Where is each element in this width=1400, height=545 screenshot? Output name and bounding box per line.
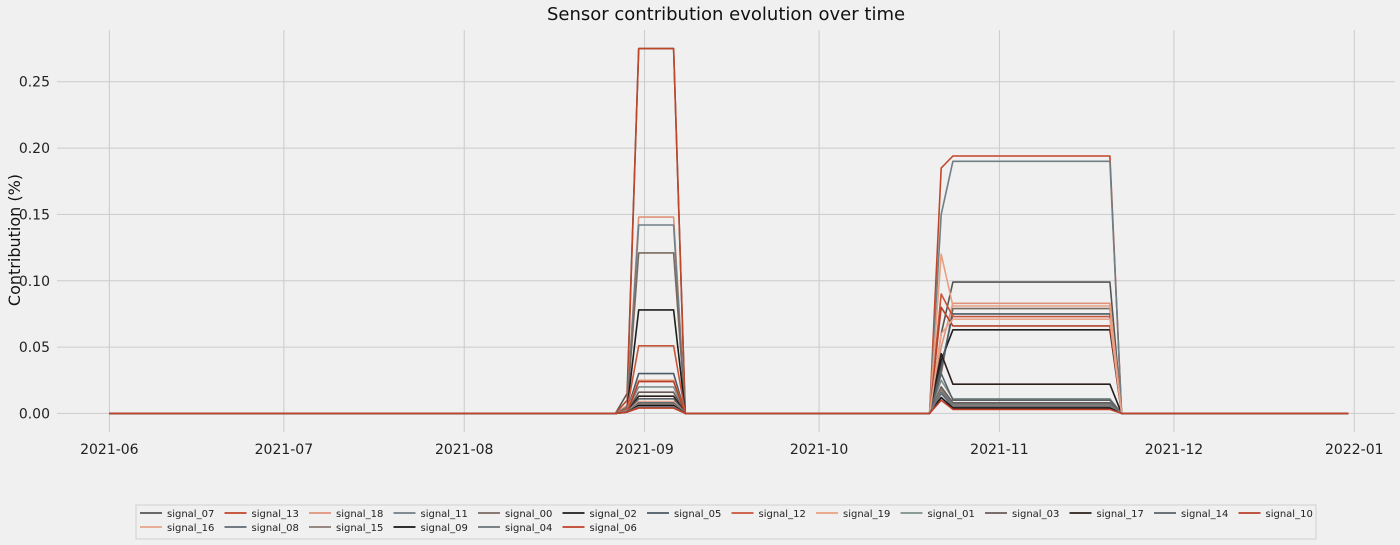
legend-entry: signal_12 [759,509,806,520]
x-tick-label: 2021-07 [255,442,314,458]
x-tick-label: 2022-01 [1325,442,1384,458]
legend-entry: signal_08 [252,523,299,534]
chart-title: Sensor contribution evolution over time [547,4,905,25]
legend-box [135,504,1317,540]
series-line-signal_13 [109,47,1349,415]
legend-entry: signal_09 [421,523,468,534]
legend-entry: signal_14 [1181,509,1228,520]
series-line-signal_18 [109,216,1349,415]
legend-entry: signal_13 [252,509,299,520]
series-line-signal_09 [109,396,1349,415]
legend-entry: signal_19 [843,509,890,520]
legend-entry: signal_10 [1266,509,1313,520]
y-tick-label: 0.20 [19,141,50,157]
legend-entry: signal_00 [505,509,552,520]
series-line-signal_02 [109,309,1349,415]
y-tick-label: 0.05 [19,340,50,356]
series-line-signal_19 [109,253,1349,415]
series-line-signal_17 [109,352,1349,415]
x-tick-label: 2021-06 [80,442,139,458]
x-tick-label: 2021-09 [615,442,674,458]
series-line-signal_07 [109,47,1349,415]
legend-entry: signal_16 [167,523,214,534]
series-line-signal_05 [109,313,1349,415]
series-lines [109,47,1349,415]
legend-entry: signal_04 [505,523,552,534]
x-tick-label: 2021-11 [970,442,1029,458]
legend-entry: signal_01 [928,509,975,520]
series-line-signal_04 [109,391,1349,415]
tick-labels: 0.00 0.05 0.10 0.15 0.20 0.25 2021-06 2021-07 20… [19,75,1384,458]
y-tick-label: 0.25 [19,75,50,91]
legend-entry: signal_06 [590,523,637,534]
legend-entry: signal_05 [674,509,721,520]
series-line-signal_12 [109,293,1349,415]
y-tick-label: 0.00 [19,406,50,422]
series-line-signal_01 [109,379,1349,415]
grid [57,30,1395,432]
legend-entry: signal_17 [1097,509,1144,520]
legend-entry: signal_15 [336,523,383,534]
series-line-signal_06 [109,399,1349,415]
legend-entry: signal_02 [590,509,637,520]
legend-entry: signal_03 [1012,509,1059,520]
series-line-signal_03 [109,386,1349,415]
y-axis-label: Contribution (%) [5,174,24,306]
legend-entry: signal_07 [167,509,214,520]
series-line-signal_11 [109,160,1349,415]
series-line-signal_00 [109,252,1349,415]
x-tick-label: 2021-12 [1145,442,1204,458]
x-tick-label: 2021-08 [435,442,494,458]
x-tick-label: 2021-10 [790,442,849,458]
series-line-signal_08 [109,392,1349,415]
series-line-signal_14 [109,372,1349,415]
series-line-signal_16 [109,318,1349,415]
y-tick-label: 0.15 [19,207,50,223]
series-line-signal_15 [109,388,1349,415]
legend: signal_07 signal_13 signal_18 signal_11 sign… [135,504,1317,540]
series-line-signal_10 [109,306,1349,415]
legend-entry: signal_18 [336,509,383,520]
legend-entry: signal_11 [421,509,468,520]
y-tick-label: 0.10 [19,274,50,290]
